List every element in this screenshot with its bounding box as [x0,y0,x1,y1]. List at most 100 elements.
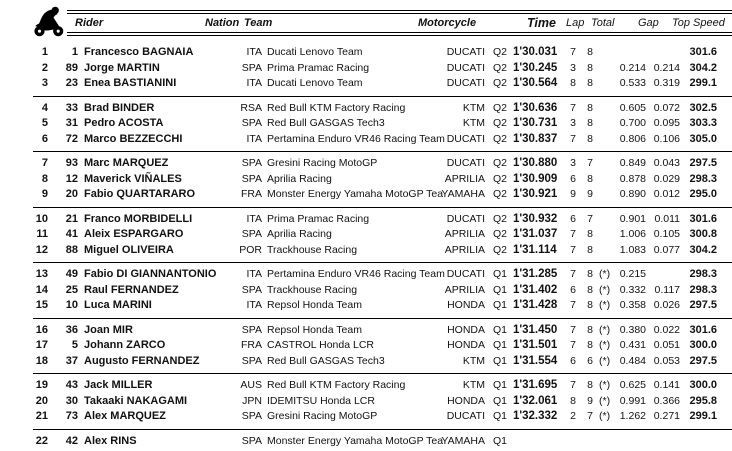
gap-to-first: 0.625 [619,379,646,391]
q1-marker: (*) [599,410,611,422]
motorcycle-brand: DUCATI [446,157,485,169]
table-row: 10 21 Franco MORBIDELLI ITA Prima Pramac… [0,212,732,228]
top-speed-value: 300.0 [689,339,717,351]
rider-name: Johann ZARCO [84,339,166,351]
lap-time: 1'32.332 [513,410,558,422]
team-name: CASTROL Honda LCR [267,339,374,351]
position-value: 7 [41,157,48,169]
lap-time: 1'30.880 [513,157,558,169]
lap-time: 1'31.501 [513,339,558,351]
rider-name: Brad BINDER [84,101,155,114]
table-row: 9 20 Fabio QUARTARARO FRA Monster Energy… [0,187,732,203]
gap-to-first: 0.431 [619,339,646,351]
position-value: 13 [35,268,48,280]
total-laps: 8 [587,268,593,280]
gap-to-previous: 0.105 [653,228,680,240]
table-row: 21 73 Alex MARQUEZ SPA Gresini Racing Mo… [0,409,732,425]
total-laps: 6 [587,354,593,367]
team-name: IDEMITSU Honda LCR [267,394,375,407]
position-value: 20 [35,394,48,407]
nation-code: SPA [241,410,262,422]
lap-time: 1'30.564 [513,77,558,89]
row-group: 13 49 Fabio DI GIANNANTONIO ITA Pertamin… [0,263,732,318]
table-row: 8 12 Maverick VIÑALES SPA Aprilia Racing… [0,172,732,188]
nation-code: ITA [246,132,262,145]
q1-marker: (*) [599,339,611,351]
table-row: 17 5 Johann ZARCO FRA CASTROL Honda LCR … [0,338,732,354]
position-value: 15 [35,299,48,311]
motorcycle-brand: APRILIA [444,228,485,240]
team-name: Gresini Racing MotoGP [267,157,378,169]
motorcycle-brand: DUCATI [446,410,485,422]
team-name: Pertamina Enduro VR46 Racing Team [267,132,445,145]
total-laps: 8 [587,283,593,296]
table-row: 22 42 Alex RINS SPA Monster Energy Yamah… [0,434,732,450]
row-group: 22 42 Alex RINS SPA Monster Energy Yamah… [0,430,732,451]
top-speed-value: 300.0 [689,379,717,391]
nation-code: ITA [246,46,262,58]
rider-name: Luca MARINI [84,299,152,311]
gap-to-previous: 0.022 [653,323,680,336]
motorcycle-brand: DUCATI [446,268,485,280]
lap-time: 1'30.731 [513,117,558,129]
gap-to-first: 0.605 [619,101,646,114]
lap-count: 7 [570,101,576,114]
group-separator [33,428,732,430]
motorcycle-brand: APRILIA [444,243,485,256]
table-row: 15 10 Luca MARINI ITA Repsol Honda Team … [0,298,732,314]
position-value: 6 [41,132,48,145]
rider-number: 72 [65,132,78,145]
top-speed-value: 301.6 [689,323,717,336]
table-row: 3 23 Enea BASTIANINI ITA Ducati Lenovo T… [0,76,732,92]
row-group: 4 33 Brad BINDER RSA Red Bull KTM Factor… [0,97,732,152]
rider-number: 20 [65,188,78,200]
lap-time: 1'30.909 [513,172,558,185]
rider-number: 73 [65,410,78,422]
nation-code: SPA [241,283,262,296]
total-laps: 8 [587,46,593,58]
motorcycle-brand: KTM [462,117,485,129]
rider-number: 88 [65,243,78,256]
lap-count: 3 [570,157,576,169]
top-speed-value: 299.1 [689,410,717,422]
top-speed-value: 295.0 [689,188,717,200]
team-name: Prima Pramac Racing [267,61,370,74]
lap-count: 7 [570,323,576,336]
lap-count: 7 [570,268,576,280]
team-name: Trackhouse Racing [267,283,358,296]
total-laps: 9 [587,188,593,200]
gap-to-first: 1.083 [619,243,646,256]
position-value: 19 [35,379,48,391]
table-row: 4 33 Brad BINDER RSA Red Bull KTM Factor… [0,101,732,117]
column-header-team: Team [244,17,273,29]
results-body: 1 1 Francesco BAGNAIA ITA Ducati Lenovo … [0,41,732,451]
position-value: 18 [35,354,48,367]
position-value: 16 [35,323,48,336]
lap-time: 1'31.554 [513,354,558,367]
rider-name: Marc MARQUEZ [84,157,169,169]
rider-name: Franco MORBIDELLI [84,212,193,225]
gap-to-first: 0.214 [619,61,646,74]
q1-marker: (*) [599,268,611,280]
column-header-time: Time [527,16,556,30]
rider-name: Aleix ESPARGARO [84,228,184,240]
gap-to-first: 1.262 [619,410,646,422]
total-laps: 8 [587,339,593,351]
session-label: Q2 [493,188,508,200]
session-label: Q2 [493,77,508,89]
table-row: 7 93 Marc MARQUEZ SPA Gresini Racing Mot… [0,156,732,172]
top-speed-value: 304.2 [689,61,717,74]
total-laps: 8 [587,77,593,89]
gap-to-first: 0.215 [619,268,646,280]
lap-time: 1'31.402 [513,283,558,296]
team-name: Ducati Lenovo Team [267,46,363,58]
session-label: Q1 [493,379,508,391]
position-value: 14 [35,283,48,296]
rider-name: Marco BEZZECCHI [84,132,183,145]
session-label: Q2 [493,117,508,129]
total-laps: 7 [587,157,593,169]
lap-count [560,434,576,450]
position-value: 4 [41,101,48,114]
total-laps: 8 [587,61,593,74]
nation-code: FRA [241,339,262,351]
